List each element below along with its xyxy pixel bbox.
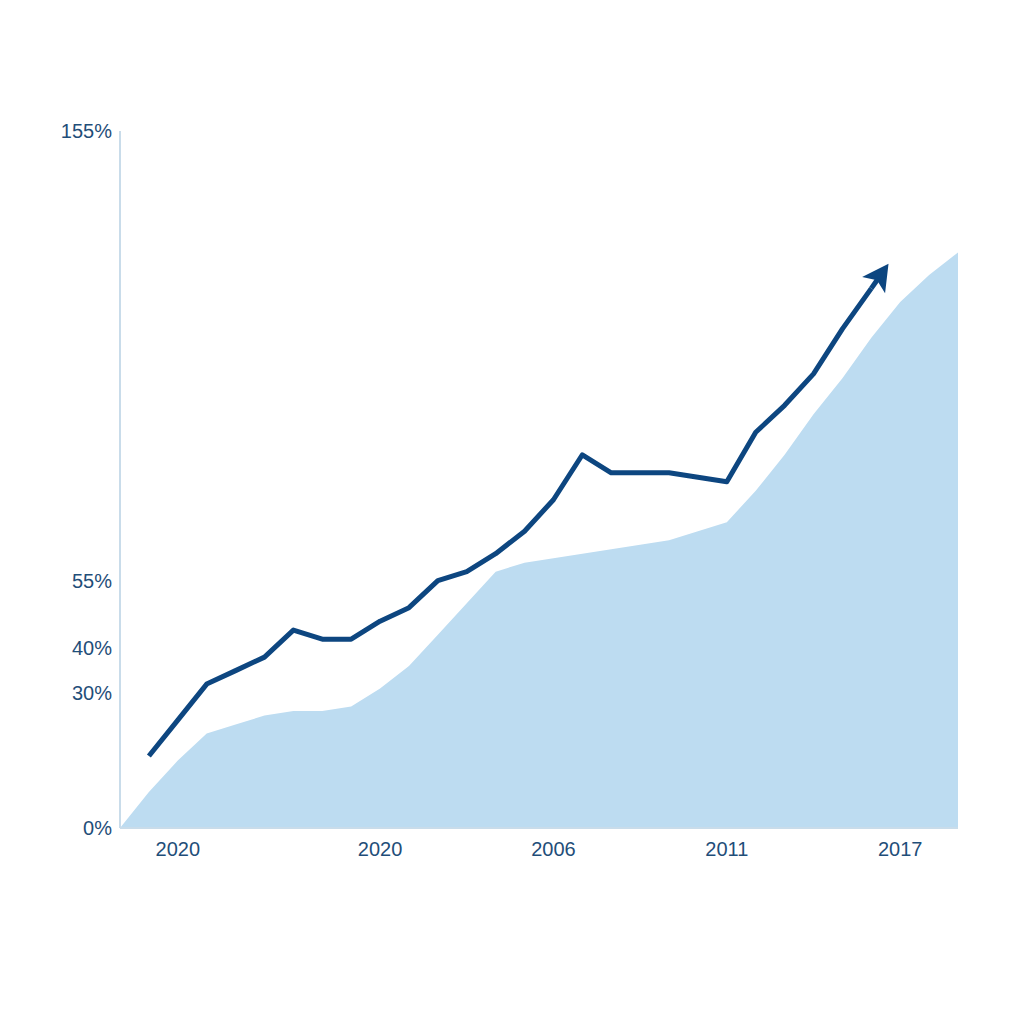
- svg-text:2020: 2020: [358, 838, 403, 860]
- svg-text:155%: 155%: [61, 120, 112, 142]
- svg-text:40%: 40%: [72, 637, 112, 659]
- svg-text:2020: 2020: [156, 838, 201, 860]
- svg-text:30%: 30%: [72, 682, 112, 704]
- svg-text:55%: 55%: [72, 570, 112, 592]
- svg-text:2011: 2011: [705, 838, 748, 860]
- svg-text:0%: 0%: [83, 817, 112, 839]
- svg-text:2017: 2017: [878, 838, 923, 860]
- svg-text:2006: 2006: [531, 838, 576, 860]
